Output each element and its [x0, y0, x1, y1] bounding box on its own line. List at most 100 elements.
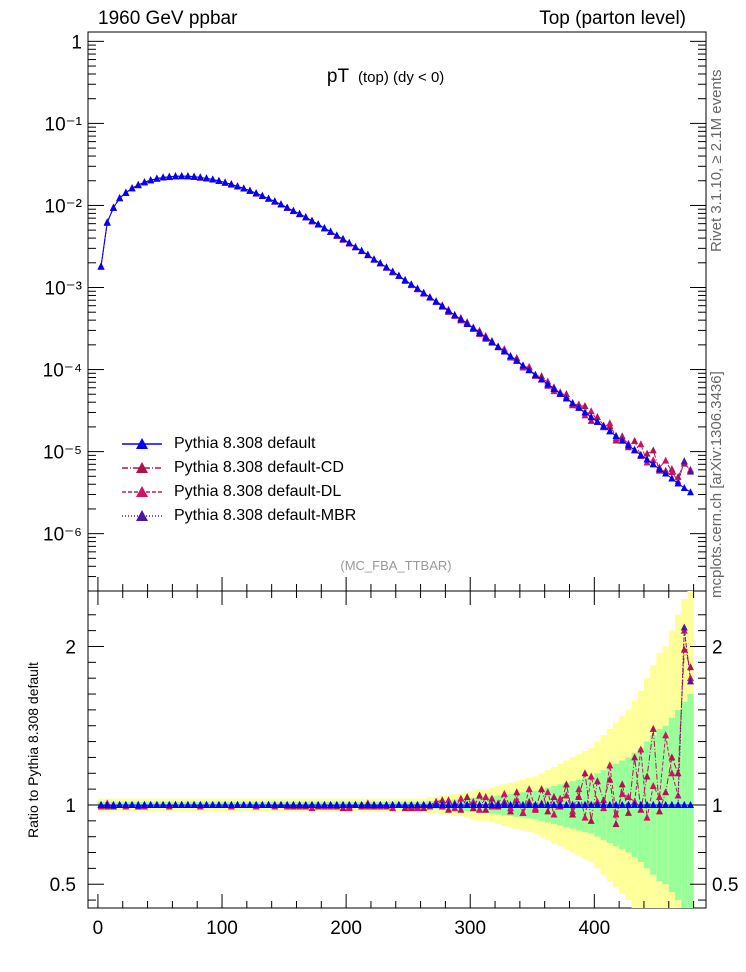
ratio-point: [575, 800, 583, 808]
ratio-point: [469, 800, 477, 808]
legend-label: Pythia 8.308 default-DL: [174, 483, 342, 500]
plot-title-main: pT: [327, 66, 350, 87]
data-point: [624, 441, 632, 449]
data-point: [103, 218, 111, 226]
data-point: [488, 338, 496, 346]
data-point: [668, 468, 676, 476]
ratio-point: [637, 805, 645, 813]
data-point: [637, 440, 645, 448]
data-point: [600, 422, 608, 430]
data-point: [513, 356, 521, 364]
data-point: [97, 262, 105, 270]
data-point: [587, 413, 595, 421]
y-tick-label: 10⁻¹: [45, 114, 83, 135]
data-point: [655, 465, 663, 473]
data-point: [494, 342, 502, 350]
ratio-point: [351, 800, 359, 808]
ratio-point: [581, 800, 589, 808]
data-point: [407, 280, 415, 288]
ratio-point: [314, 800, 322, 808]
header-left: 1960 GeV ppbar: [98, 8, 238, 29]
ratio-point: [432, 800, 440, 808]
ratio-point: [500, 800, 508, 808]
data-point: [432, 297, 440, 305]
ratio-point: [246, 800, 254, 808]
ratio-point: [674, 800, 682, 808]
ratio-y-tick-label: 1: [65, 796, 76, 817]
ratio-point: [103, 800, 111, 808]
ratio-point: [569, 800, 577, 808]
legend-label: Pythia 8.308 default-CD: [174, 459, 344, 476]
ratio-point: [227, 800, 235, 808]
ratio-point: [482, 793, 490, 801]
ratio-point: [593, 800, 601, 808]
ratio-y-tick-label: 2: [712, 637, 723, 658]
ratio-point: [128, 800, 136, 808]
data-point: [128, 184, 136, 192]
ratio-point: [283, 800, 291, 808]
data-point: [463, 319, 471, 327]
data-point: [445, 306, 452, 314]
ratio-point: [680, 645, 688, 653]
ratio-point: [265, 800, 273, 808]
data-point: [234, 182, 242, 190]
ratio-point: [370, 800, 378, 808]
ratio-point: [575, 785, 583, 793]
ratio-point: [556, 800, 564, 808]
ratio-point: [240, 800, 248, 808]
data-point: [606, 419, 614, 427]
ratio-ylabel: Ratio to Pythia 8.308 default: [25, 662, 41, 838]
ratio-point: [488, 794, 496, 802]
ratio-point: [171, 800, 179, 808]
data-point: [389, 267, 397, 275]
ratio-point: [606, 800, 614, 808]
data-point: [643, 449, 651, 457]
ratio-point: [252, 800, 260, 808]
ratio-point: [215, 800, 223, 808]
ratio-point: [600, 800, 608, 808]
ratio-point: [476, 800, 484, 808]
ratio-point: [519, 808, 527, 816]
ratio-point: [457, 800, 465, 808]
data-point: [500, 347, 508, 355]
data-point: [190, 172, 198, 180]
ratio-point: [109, 800, 117, 808]
data-point: [569, 399, 577, 407]
ratio-point: [531, 800, 539, 808]
data-point: [122, 188, 130, 196]
ratio-point: [488, 800, 496, 808]
ratio-point: [606, 761, 614, 769]
data-point: [277, 200, 285, 208]
y-tick-label: 10⁻⁴: [43, 361, 82, 382]
ratio-point: [401, 800, 409, 808]
legend-item: Pythia 8.308 default: [120, 432, 356, 456]
ratio-point: [445, 805, 452, 813]
y-tick-label: 10⁻⁵: [43, 443, 82, 464]
legend-item: Pythia 8.308 default-CD: [120, 456, 356, 480]
ratio-point: [333, 800, 341, 808]
data-point: [283, 203, 291, 211]
ratio-point: [538, 785, 546, 793]
legend: Pythia 8.308 default Pythia 8.308 defaul…: [120, 432, 356, 528]
data-point: [252, 189, 260, 197]
data-point: [134, 180, 142, 188]
data-point: [246, 186, 254, 194]
ratio-point: [277, 800, 285, 808]
data-point: [451, 311, 459, 319]
data-point: [258, 191, 266, 199]
data-point: [550, 384, 558, 392]
data-point: [643, 455, 651, 463]
ratio-point: [407, 800, 415, 808]
ratio-y-tick-label: 2: [65, 637, 76, 658]
ratio-point: [643, 813, 651, 821]
ratio-point: [662, 788, 670, 796]
data-point: [575, 403, 583, 411]
y-tick-label: 1: [71, 32, 82, 53]
data-point: [606, 427, 614, 435]
axis-labels: 0 100 200 300 400 1 10⁻¹ 10⁻² 10⁻³ 10⁻⁴ 10⁻⁵ 10⁻⁶ 0.…: [43, 32, 739, 939]
ratio-point: [190, 800, 198, 808]
ratio-point: [134, 800, 142, 808]
ratio-point: [451, 800, 459, 808]
ratio-point: [643, 772, 651, 780]
ratio-point: [494, 800, 502, 808]
